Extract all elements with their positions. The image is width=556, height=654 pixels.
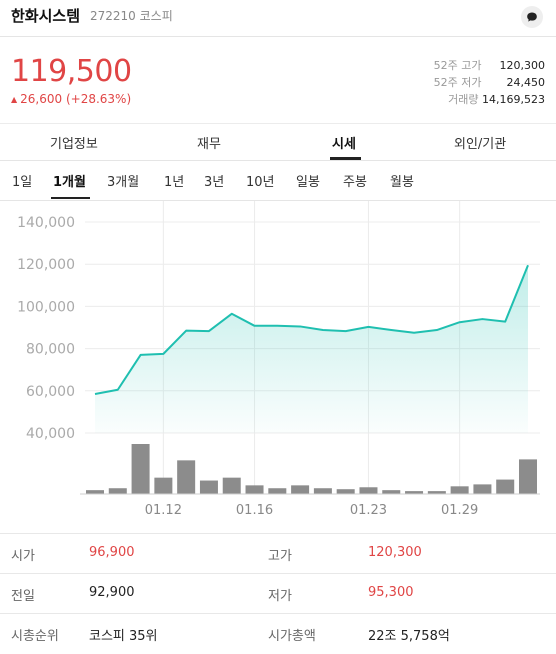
comment-button[interactable] [521,6,543,28]
stat-volume: 거래량 14,169,523 [434,91,545,108]
active-tab-indicator [330,157,361,160]
up-arrow-icon: ▲ [11,95,18,104]
volume-bar [177,460,196,494]
volume-bar [199,480,218,494]
y-tick-label: 140,000 [17,215,75,231]
info-label: 전일 [11,589,35,604]
x-tick-label: 01.29 [441,503,478,518]
y-tick-label: 120,000 [17,257,75,273]
price-change-value: 26,600 (+28.63%) [20,92,132,106]
stat-label: 거래량 [448,93,479,106]
volume-bar [313,488,332,494]
x-tick-label: 01.12 [145,503,182,518]
volume-bar [108,488,127,494]
stats-panel: 52주 고가 120,300 52주 저가 24,450 거래량 14,169,… [434,57,545,108]
stat-label: 52주 고가 [433,59,482,72]
price-chart: 140,000 120,000 100,000 80,000 60,000 40,000 0… [17,201,540,518]
info-row-prev-low: 전일 92,900 저가 95,300 [0,573,556,614]
info-label: 고가 [268,549,292,564]
volume-bar [359,487,378,494]
info-value: 95,300 [368,585,414,600]
stock-header: 한화시스템 272210 코스피 [0,0,556,37]
y-tick-label: 100,000 [17,299,75,315]
info-value: 96,900 [89,545,135,560]
volume-bar [336,489,355,494]
price-change: ▲ 26,600 (+28.63%) [11,92,131,106]
stat-52w-low: 52주 저가 24,450 [434,74,545,91]
info-value: 92,900 [89,585,135,600]
y-tick-label: 40,000 [26,426,75,442]
volume-bar [519,459,537,494]
info-row-open-high: 시가 96,900 고가 120,300 [0,533,556,574]
current-price: 119,500 [11,54,132,89]
info-value: 120,300 [368,545,422,560]
period-tab-weekly[interactable]: 주봉 [343,175,367,190]
x-tick-label: 01.16 [236,503,273,518]
period-tab-3m[interactable]: 3개월 [107,175,140,190]
period-tabs: 1일 1개월 3개월 1년 3년 10년 일봉 주봉 월봉 [0,160,556,201]
price-line [94,264,529,395]
y-tick-label: 80,000 [26,342,75,358]
volume-bar [154,477,173,494]
tab-quotes[interactable]: 시세 [332,137,356,152]
tab-foreign-institution[interactable]: 외인/기관 [454,137,507,152]
volume-bar [473,484,492,494]
period-tab-1y[interactable]: 1년 [164,175,185,190]
x-tick-label: 01.23 [350,503,387,518]
info-label: 시가 [11,549,35,564]
period-tab-3y[interactable]: 3년 [204,175,225,190]
stock-name: 한화시스템 [11,7,81,25]
info-label: 시총순위 [11,629,59,644]
y-tick-label: 60,000 [26,384,75,400]
info-value: 코스피 35위 [89,629,158,644]
info-label: 저가 [268,589,292,604]
volume-bar [427,491,446,494]
main-tabs: 기업정보 재무 시세 외인/기관 [0,123,556,161]
volume-bar [496,479,515,494]
tab-financials[interactable]: 재무 [197,137,221,152]
volume-bar [382,490,401,494]
active-period-indicator [51,197,90,199]
volume-bar [245,485,264,494]
stat-52w-high: 52주 고가 120,300 [434,57,545,74]
stock-code-market: 272210 코스피 [90,9,173,23]
stat-label: 52주 저가 [433,76,482,89]
volume-bar [268,488,287,494]
period-tab-1d[interactable]: 1일 [12,175,33,190]
volume-bar [291,485,310,494]
volume-bar [405,491,424,494]
tab-company-info[interactable]: 기업정보 [50,137,98,152]
stat-value: 120,300 [499,59,546,72]
period-tab-monthly[interactable]: 월봉 [390,175,414,190]
stat-value: 24,450 [506,76,546,89]
period-tab-1m[interactable]: 1개월 [53,175,86,190]
info-value: 22조 5,758억 [368,629,450,644]
period-tab-daily[interactable]: 일봉 [296,175,320,190]
volume-bar [131,444,150,494]
volume-bar [222,477,241,494]
stat-value: 14,169,523 [482,93,545,106]
volume-bar [450,486,469,494]
price-area [95,265,528,433]
volume-bar [86,490,104,494]
info-label: 시가총액 [268,629,316,644]
speech-bubble-icon [527,12,537,22]
period-tab-10y[interactable]: 10년 [246,175,275,190]
info-row-rank-cap: 시총순위 코스피 35위 시가총액 22조 5,758억 [0,613,556,654]
